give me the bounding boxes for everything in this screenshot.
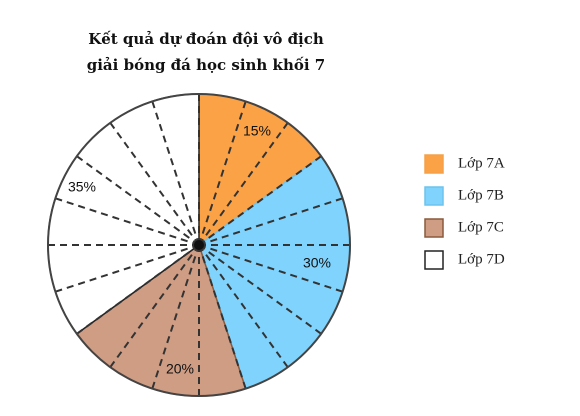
pie-divider-line <box>198 244 343 293</box>
legend-label: Lớp 7D <box>458 251 505 267</box>
legend-label: Lớp 7B <box>458 187 504 203</box>
legend-swatch <box>424 250 444 270</box>
legend-swatch <box>424 154 444 174</box>
chart-title: Kết quả dự đoán đội vô địch giải bóng đá… <box>87 30 325 74</box>
pie-divider-line <box>151 101 200 246</box>
legend-label: Lớp 7A <box>458 155 505 171</box>
slice-label: 20% <box>166 361 194 377</box>
pie-divider-line <box>198 155 322 246</box>
pie-divider-line <box>109 122 200 246</box>
pie-divider-line <box>151 244 200 389</box>
pie-divider-line <box>198 244 322 335</box>
slice-label: 35% <box>68 179 96 195</box>
pie-divider-line <box>198 244 247 389</box>
chart-title-line-2: giải bóng đá học sinh khối 7 <box>87 56 325 74</box>
pie-divider-lines <box>48 94 350 396</box>
pie-divider-line <box>198 197 343 246</box>
legend-swatch <box>424 218 444 238</box>
pie-divider-line <box>198 122 289 246</box>
slice-label: 15% <box>243 123 271 139</box>
pie-slices <box>47 93 351 397</box>
chart-title-line-1: Kết quả dự đoán đội vô địch <box>88 30 324 48</box>
pie-divider-line <box>55 197 200 246</box>
pie-slice-labels: 15% 30% 20% 35% <box>68 123 331 377</box>
pie-divider-line <box>76 155 200 246</box>
pie-divider-line <box>198 244 289 368</box>
legend-swatch <box>424 186 444 206</box>
pie-divider-line <box>76 244 200 335</box>
pie-divider-line <box>55 244 200 293</box>
legend: Lớp 7A Lớp 7B Lớp 7C Lớp 7D <box>424 154 505 270</box>
slice-label: 30% <box>303 255 331 271</box>
pie-center-dot <box>194 240 204 250</box>
pie-divider-line <box>109 244 200 368</box>
pie-divider-line <box>198 101 247 246</box>
legend-label: Lớp 7C <box>458 219 504 235</box>
pie-outline <box>47 93 351 397</box>
